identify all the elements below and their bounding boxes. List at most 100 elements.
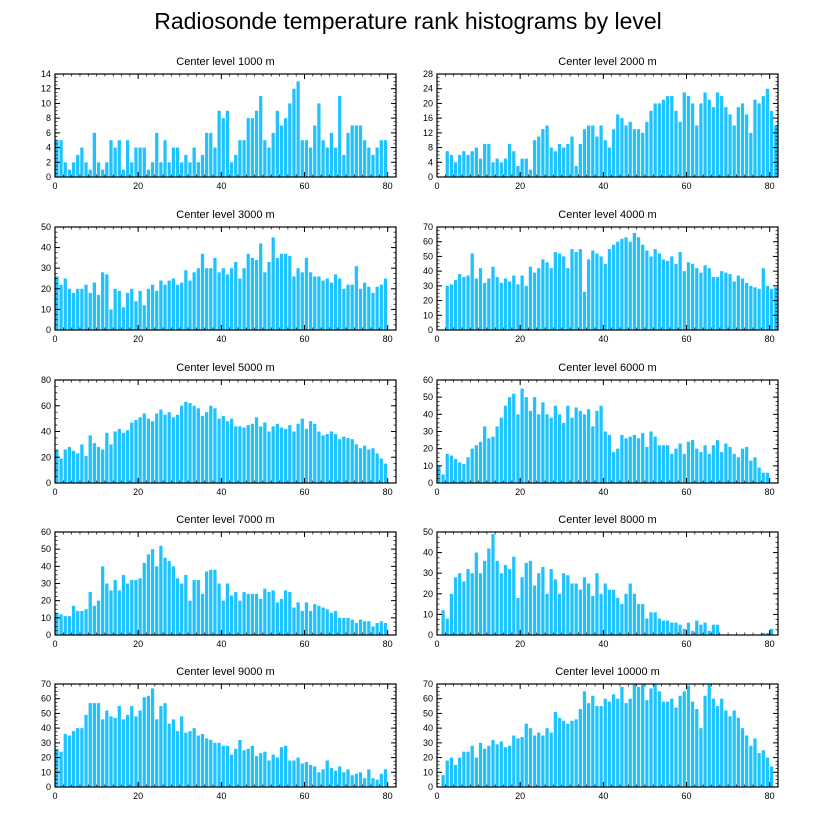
histogram-bar [695,620,699,635]
x-tick-label: 0 [434,334,439,344]
histogram-bar [67,288,72,330]
x-tick-label: 80 [765,334,775,344]
histogram-bar [371,626,375,635]
histogram-bar [196,735,200,787]
histogram-bar [92,605,96,635]
histogram-bar [578,143,582,177]
histogram-bar [749,132,753,177]
histogram-bar [699,103,703,177]
panel-title: Center level 9000 m [176,666,274,678]
histogram-bar [142,413,146,483]
histogram-bar [570,720,574,787]
histogram-bar [641,604,645,635]
histogram-bar [84,455,88,483]
histogram-bar [520,388,524,483]
y-tick-label: 30 [423,738,433,748]
histogram-bar [242,427,246,483]
histogram-bar [346,284,350,330]
histogram-bar [146,288,151,330]
histogram-bar [670,96,674,177]
y-tick-label: 80 [41,375,51,385]
y-tick-label: 40 [41,723,51,733]
histogram-bar [541,402,545,483]
histogram-bar [358,448,363,483]
histogram-bar [736,107,740,177]
histogram-bar [753,738,757,787]
histogram-bar [453,577,458,635]
histogram-bar [595,136,599,177]
histogram-panel-9: Center level 9000 m 0 20 40 60 80 0 10 20 30 40 50 6… [15,656,397,806]
histogram-bar [130,580,134,635]
x-tick-label: 20 [133,639,143,649]
histogram-bar [711,624,716,635]
histogram-bar [574,583,578,635]
histogram-bar [71,731,76,787]
histogram-bar [670,622,674,635]
histogram-bar [59,284,63,330]
panel-title: Center level 10000 m [555,666,660,678]
histogram-bar [636,438,641,483]
histogram-bar [346,769,350,787]
histogram-bar [92,282,96,330]
histogram-bar [449,757,454,787]
histogram-bar [645,250,649,330]
histogram-bar [462,277,466,330]
histogram-svg-8: Center level 8000 m 0 20 40 60 80 0 10 20 30 40 50 [423,514,779,649]
histogram-bar [121,432,126,483]
histogram-bar [109,309,113,330]
histogram-bar [670,698,674,787]
histogram-bar [379,140,383,177]
x-tick-label: 0 [434,487,439,497]
histogram-bar [753,457,757,483]
histogram-bar [313,604,317,635]
histogram-bar [175,284,180,330]
histogram-bar [263,422,267,483]
histogram-bar [271,590,275,635]
histogram-bar [470,151,474,177]
histogram-bar [142,562,146,635]
histogram-bar [441,610,445,635]
histogram-bar [242,268,246,330]
histogram-bar [686,96,691,177]
histogram-bar [96,446,101,483]
histogram-bar [209,268,213,330]
histogram-bar [292,760,296,787]
y-tick-label: 10 [41,98,51,108]
histogram-bar [491,436,495,483]
histogram-bar [657,445,661,483]
x-tick-label: 80 [383,334,393,344]
histogram-bar [188,280,192,330]
histogram-bar [329,767,334,787]
histogram-bar [657,253,661,330]
histogram-bar [507,397,512,483]
histogram-bar [292,431,296,483]
histogram-bar [487,745,491,787]
histogram-bar [736,717,740,787]
histogram-bar [553,579,557,635]
histogram-bar [271,132,275,177]
histogram-bar [130,288,134,330]
histogram-bar [595,253,599,330]
histogram-bar [350,284,354,330]
histogram-bar [587,583,591,635]
histogram-bar [707,268,711,330]
histogram-bar [566,575,570,635]
y-tick-label: 0 [46,782,51,792]
histogram-bar [732,710,736,787]
histogram-bar [159,280,163,330]
histogram-bar [88,703,92,787]
histogram-bar [761,96,765,177]
histogram-bar [358,125,363,177]
histogram-bar [599,256,603,330]
histogram-bar [624,438,628,483]
histogram-bar [250,423,255,483]
histogram-bar [76,728,80,787]
y-tick-label: 20 [423,296,433,306]
histogram-bar [329,431,334,483]
histogram-bar [159,545,163,635]
histogram-bar [238,600,242,635]
histogram-bar [549,417,553,483]
histogram-bar [80,147,84,177]
histogram-bar [462,151,466,177]
histogram-bar [620,238,624,330]
